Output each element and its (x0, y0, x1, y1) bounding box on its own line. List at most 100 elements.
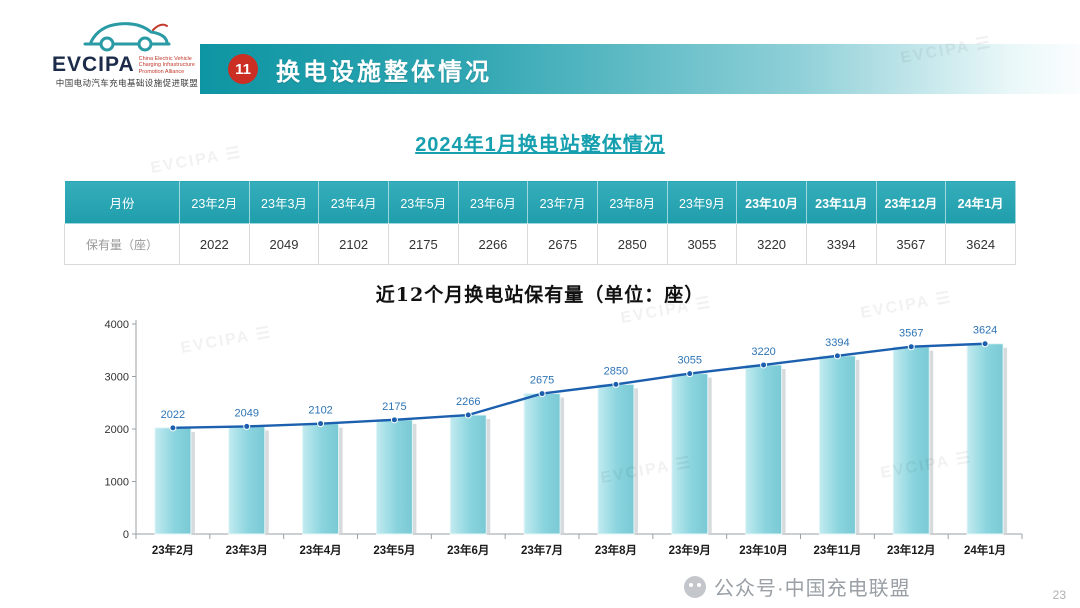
x-axis-label: 23年10月 (739, 543, 788, 557)
marker (390, 416, 398, 424)
x-axis-label: 23年4月 (299, 543, 341, 557)
logo-side-text: China Electric Vehicle Charging Infrastr… (138, 56, 195, 75)
bar-shadow (410, 423, 417, 534)
table-header-cell: 23年10月 (736, 180, 807, 224)
x-axis-label: 23年5月 (373, 543, 415, 557)
x-axis-label: 23年12月 (887, 543, 936, 557)
y-tick-label: 0 (123, 529, 129, 541)
x-axis-label: 23年6月 (447, 543, 489, 557)
marker (243, 422, 251, 430)
table-header-cell: 23年11月 (805, 180, 877, 224)
bar (818, 355, 856, 535)
bar (671, 373, 709, 535)
page-number: 23 (1052, 588, 1066, 602)
bar (302, 423, 340, 535)
x-axis-label: 24年1月 (964, 543, 1006, 557)
evcipa-logo: EVCIPA China Electric Vehicle Charging I… (52, 8, 202, 89)
bar (449, 414, 487, 535)
official-account-icon (684, 575, 706, 598)
bar-shadow (336, 427, 343, 534)
marker (760, 361, 768, 369)
marker (833, 352, 841, 360)
marker (612, 380, 620, 388)
y-tick-label: 2000 (105, 424, 129, 436)
bar-shadow (631, 388, 638, 534)
data-label: 2266 (456, 396, 480, 408)
table-header-cell: 23年5月 (387, 180, 459, 224)
trend-line (171, 342, 987, 430)
bar-shadow (1001, 347, 1008, 534)
data-label: 2175 (382, 401, 406, 413)
marker (907, 343, 915, 351)
marker (686, 370, 694, 378)
table-header-month: 月份 (64, 180, 180, 224)
table-value-cell: 2266 (457, 223, 529, 265)
table-header-cell: 23年2月 (179, 180, 250, 224)
stations-table: 月份 23年2月 23年3月 23年4月 23年5月 23年6月 23年7月 2… (64, 180, 1016, 265)
bar-shadow (705, 377, 712, 534)
bar-shadow (262, 430, 269, 534)
table-header-cell: 23年9月 (666, 180, 738, 224)
data-label: 2022 (161, 409, 185, 421)
table-value-cell: 3567 (875, 223, 947, 265)
bar (523, 393, 561, 535)
bar-shadow (853, 359, 860, 534)
table-value-cell: 2022 (179, 223, 250, 265)
page-title: 换电设施整体情况 (276, 58, 492, 86)
marker (169, 424, 177, 432)
bar-shadow (188, 431, 195, 534)
table-header-cell: 23年4月 (318, 180, 389, 224)
table-value-cell: 3220 (736, 223, 807, 265)
data-label: 2049 (235, 407, 259, 419)
bar (745, 364, 783, 535)
x-axis-label: 23年7月 (521, 543, 563, 557)
table-value-cell: 3624 (945, 223, 1016, 265)
car-icon (83, 22, 171, 52)
header-banner: 11 换电设施整体情况 (200, 44, 1080, 94)
table-header-cell: 24年1月 (945, 180, 1016, 224)
data-label: 2675 (530, 375, 554, 387)
bar-shadow (484, 419, 491, 534)
marker (538, 390, 546, 398)
x-axis-label: 23年11月 (813, 543, 861, 557)
table-header-cell: 23年6月 (457, 180, 529, 224)
data-label: 3624 (973, 325, 997, 337)
marker (981, 340, 989, 348)
x-axis-label: 23年2月 (152, 543, 194, 557)
data-label: 3055 (678, 355, 702, 367)
bar (228, 425, 266, 535)
chart: 0 1000 2000 3000 4000 23年2月 23年3月 23年4月 23年5月 23年… (86, 310, 1030, 576)
bar (892, 346, 930, 535)
bar (597, 383, 635, 535)
table-header-cell: 23年3月 (248, 180, 320, 224)
table-value-cell: 2102 (318, 223, 389, 265)
table-header-row: 月份 23年2月 23年3月 23年4月 23年5月 23年6月 23年7月 2… (64, 180, 1016, 224)
footer-watermark: 公众号·中国充电联盟 (684, 572, 911, 601)
table-value-cell: 3055 (666, 223, 738, 265)
y-tick-label: 4000 (105, 319, 129, 331)
chart-title: 近12个月换电站保有量（单位：座） (375, 284, 705, 306)
bar-shadow (779, 368, 786, 534)
bar (966, 343, 1004, 535)
logo-brand-text: EVCIPA (52, 53, 135, 76)
marker (317, 420, 325, 428)
stations-table-wrap: 月份 23年2月 23年3月 23年4月 23年5月 23年6月 23年7月 2… (64, 180, 1016, 265)
bar-shadow (558, 397, 565, 534)
data-label: 3220 (751, 346, 775, 358)
table-header-cell: 23年12月 (875, 180, 947, 224)
y-tick-label: 1000 (105, 477, 129, 489)
table-data-row: 保有量（座） 2022 2049 2102 2175 2266 2675 285… (64, 223, 1016, 265)
x-axis-label: 23年9月 (669, 543, 711, 557)
y-tick-label: 3000 (105, 372, 129, 384)
data-label: 3567 (899, 328, 923, 340)
marker (464, 411, 472, 419)
logo-org-name: 中国电动汽车充电基础设施促进联盟 (55, 78, 199, 88)
table-value-cell: 3394 (805, 223, 877, 265)
data-label: 2102 (308, 405, 332, 417)
data-label: 3394 (825, 337, 849, 349)
section-number-badge: 11 (228, 54, 258, 84)
table-value-cell: 2850 (596, 223, 668, 265)
x-axis-label: 23年3月 (226, 543, 268, 557)
bar-shadow (927, 350, 934, 534)
